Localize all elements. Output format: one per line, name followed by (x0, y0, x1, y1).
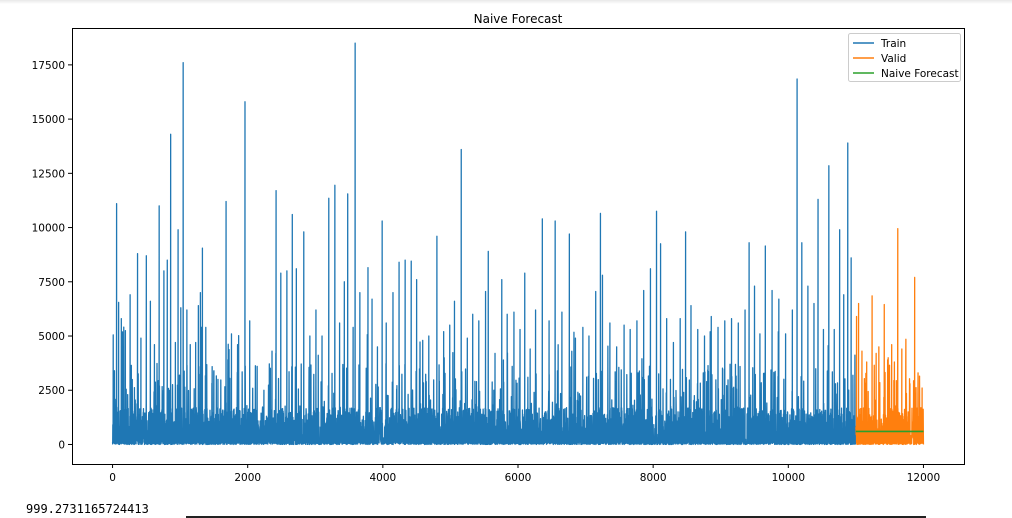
y-tick-label: 7500 (38, 277, 65, 289)
x-tick-label: 2000 (234, 472, 261, 484)
bottom-divider (186, 516, 926, 518)
y-tick-label: 12500 (32, 168, 65, 180)
legend: Train Valid Naive Forecast (848, 33, 961, 82)
y-tick-label: 15000 (32, 114, 65, 126)
series-line-valid (855, 228, 925, 446)
y-axis: 0 2500 5000 7500 10000 12500 15000 17500 (32, 60, 72, 451)
y-tick-label: 10000 (32, 223, 65, 235)
y-tick-label: 0 (58, 439, 65, 451)
y-tick-label: 5000 (38, 331, 65, 343)
legend-box (848, 33, 961, 82)
x-tick-label: 12000 (907, 472, 940, 484)
legend-label: Naive Forecast (881, 68, 959, 80)
y-tick-label: 2500 (38, 385, 65, 397)
x-axis: 0 2000 4000 6000 8000 10000 12000 (109, 464, 940, 484)
naive-forecast-chart: 0 2000 4000 6000 8000 10000 12000 0 2500 5000 750… (32, 12, 965, 484)
x-tick-label: 0 (109, 472, 116, 484)
output-value-text: 999.2731165724413 (26, 502, 149, 516)
series-line-train (111, 42, 857, 446)
legend-label: Valid (881, 53, 906, 65)
y-tick-label: 17500 (32, 60, 65, 72)
chart-title: Naive Forecast (474, 12, 563, 26)
x-tick-label: 10000 (772, 472, 805, 484)
chart-container: 0 2000 4000 6000 8000 10000 12000 0 2500 5000 750… (32, 12, 965, 484)
x-tick-label: 6000 (505, 472, 532, 484)
legend-label: Train (880, 38, 906, 50)
x-tick-label: 8000 (640, 472, 667, 484)
plot-area (111, 42, 925, 446)
x-tick-label: 4000 (369, 472, 396, 484)
window-top-shadow (0, 0, 1012, 4)
